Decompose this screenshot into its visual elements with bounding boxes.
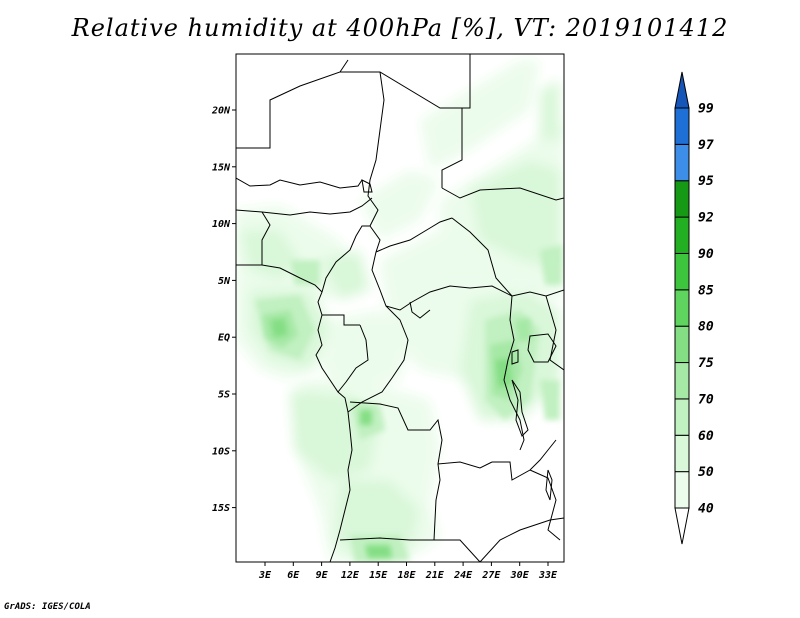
border-niger-libya <box>340 71 462 109</box>
rh-region-50-60-north <box>540 80 560 140</box>
lake-chad <box>361 179 373 193</box>
lat-tick-label: 20N <box>211 106 231 117</box>
border-zimbabwe <box>479 517 564 562</box>
lat-tick-label: EQ <box>218 333 230 344</box>
rh-region-60-70-se <box>540 380 560 420</box>
rh-region-50-60-cameroon <box>320 250 370 300</box>
colorbar-segment <box>674 180 690 218</box>
colorbar-segment <box>674 362 690 400</box>
lat-tick-label: 5S <box>218 390 230 401</box>
lon-tick-label: 21E <box>425 570 445 581</box>
lon-tick-label: 3E <box>258 570 272 581</box>
colorbar-segment <box>674 216 690 254</box>
colorbar-segment <box>674 252 690 291</box>
colorbar-label: 60 <box>698 429 714 444</box>
border-drc-north <box>409 301 431 319</box>
rh-region-50-60-east <box>470 160 560 270</box>
latitude-axis: 20N 15N 10N 5N EQ 5S 10S 15S <box>211 106 236 514</box>
colorbar-label: 80 <box>698 320 714 335</box>
rh-region-50-60-west <box>240 230 300 280</box>
colorbar-label: 50 <box>698 465 714 480</box>
coastline-west <box>236 264 353 562</box>
colorbar-segment <box>674 434 690 473</box>
longitude-axis: 3E 6E 9E 12E 15E 18E 21E 24E 27E 30E 33E <box>258 562 558 581</box>
border-angola-zambia <box>433 463 481 562</box>
border-kenya-tanzania <box>545 295 564 371</box>
border-chad-sudan <box>367 71 385 253</box>
lat-tick-label: 10S <box>212 446 230 457</box>
rh-region-70-75-rwanda <box>515 318 532 342</box>
colorbar-label: 95 <box>698 174 714 189</box>
colorbar-segment <box>674 398 690 436</box>
border-cameroon-chad <box>321 225 370 293</box>
rh-region-75-80-congo <box>360 410 372 425</box>
border-ssudan-uganda <box>511 289 564 297</box>
border-nigeria-cameroon <box>261 211 271 265</box>
colorbar-label: 75 <box>698 356 714 371</box>
border-sudan-ssudan <box>451 217 513 297</box>
lon-tick-label: 6E <box>287 570 300 581</box>
rh-region-75-80-lakes <box>495 358 512 388</box>
colorbar-segment <box>674 325 690 364</box>
lake-lake-malawi <box>545 469 553 501</box>
colorbar-segment <box>674 289 690 327</box>
colorbar-segment <box>674 471 690 509</box>
lat-tick-label: 15S <box>212 503 230 514</box>
lon-tick-label: 12E <box>341 570 360 581</box>
colorbar-label: 97 <box>698 138 714 153</box>
lon-tick-label: 27E <box>481 570 501 581</box>
border-eq-guinea-gabon <box>322 314 360 326</box>
colorbar-segment <box>674 143 690 182</box>
country-borders <box>236 54 564 562</box>
lon-tick-label: 15E <box>369 570 388 581</box>
border-lake-tanganyika <box>511 379 529 437</box>
border-nigeria-north <box>236 197 373 216</box>
lake-victoria <box>527 333 557 363</box>
colorbar-label: 99 <box>698 102 714 117</box>
rh-region-75-80-gabon <box>270 318 288 338</box>
lat-tick-label: 10N <box>212 219 231 230</box>
border-congo-drc <box>347 305 409 413</box>
border-libya-egypt <box>441 54 471 188</box>
colorbar-legend: 40 50 60 70 75 80 85 90 92 95 97 99 <box>674 71 714 545</box>
rh-region-40-50-north <box>420 60 540 170</box>
border-drc-angola <box>349 401 493 469</box>
lat-tick-label: 15N <box>212 162 231 173</box>
lon-tick-label: 24E <box>453 570 473 581</box>
lon-tick-label: 9E <box>316 570 329 581</box>
rh-region-60-70-east <box>540 245 562 285</box>
colorbar-label: 90 <box>698 247 714 262</box>
lon-tick-label: 18E <box>397 570 416 581</box>
border-mozambique <box>529 469 561 541</box>
border-drc-east <box>503 295 525 451</box>
border-gabon-congo <box>337 324 369 393</box>
lon-tick-label: 33E <box>538 570 558 581</box>
humidity-shading <box>236 60 564 562</box>
rh-region-40-50-band <box>360 170 440 240</box>
rh-region-40-50-mid <box>320 310 410 390</box>
map-frame <box>235 53 565 563</box>
lon-tick-label: 30E <box>510 570 530 581</box>
lat-tick-label: 5N <box>218 276 231 287</box>
border-car-north <box>375 217 453 253</box>
colorbar-label: 40 <box>698 502 714 517</box>
border-car-south <box>371 251 513 311</box>
rh-region-75-80-angola <box>365 545 392 558</box>
colorbar-upper-arrow <box>674 71 690 109</box>
border-niger-chad <box>236 177 363 189</box>
colorbar-label: 92 <box>698 211 714 226</box>
grads-credit: GrADS: IGES/COLA <box>4 602 91 612</box>
colorbar-segment <box>674 107 690 145</box>
colorbar-lower-arrow <box>674 507 690 545</box>
border-angola-namibia <box>339 537 434 541</box>
rh-region-60-70-nigeria <box>290 260 320 285</box>
colorbar-label: 85 <box>698 283 714 298</box>
map-title: Relative humidity at 400hPa [%], VT: 201… <box>71 14 729 42</box>
colorbar-label: 70 <box>698 392 714 407</box>
lake-kivu <box>511 349 519 365</box>
border-sudan-ethiopia <box>441 187 564 201</box>
border-libya-chad <box>236 59 349 149</box>
